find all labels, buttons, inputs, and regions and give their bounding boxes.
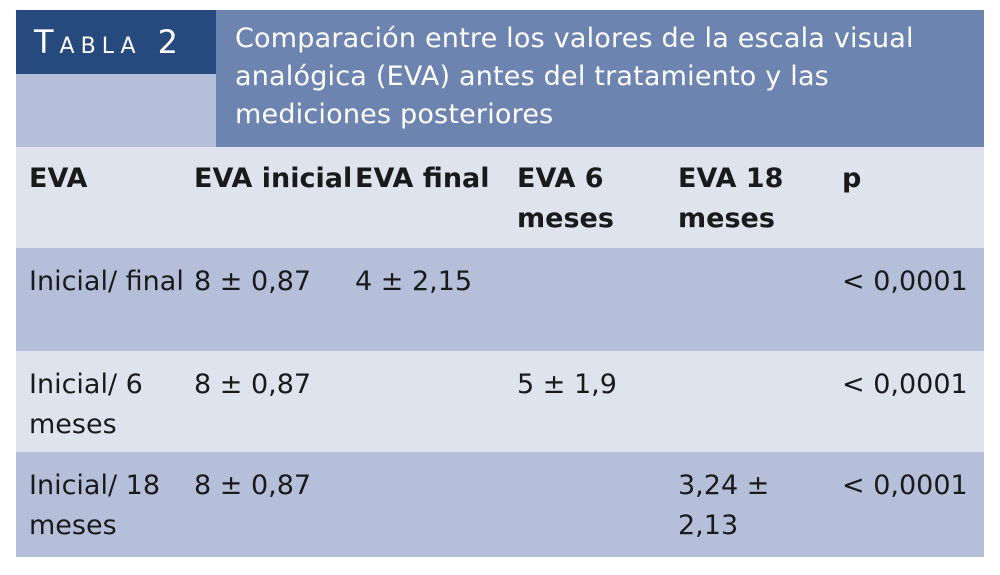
table-cell: 8 ± 0,87: [194, 470, 312, 501]
table-header-band: Tabla 2 Comparación entre los valores de…: [16, 10, 984, 147]
column-header: p: [842, 163, 862, 194]
table-caption: Comparación entre los valores de la esca…: [216, 10, 984, 147]
column-header: EVA inicial: [194, 163, 353, 194]
table-number-label: Tabla 2: [16, 10, 216, 74]
table-number-text: Tabla 2: [34, 23, 185, 61]
table-cell: 5 ± 1,9: [517, 369, 617, 400]
table-caption-text: Comparación entre los valores de la esca…: [235, 23, 914, 130]
table-row: Inicial/ 18 meses 8 ± 0,87 3,24 ± 2,13 <…: [16, 452, 984, 557]
table-cell: < 0,0001: [842, 470, 968, 501]
column-header: EVA 6 meses: [517, 163, 614, 234]
table-figure: Tabla 2 Comparación entre los valores de…: [16, 10, 984, 557]
table-cell: 8 ± 0,87: [194, 369, 312, 400]
table-cell: Inicial/ final: [29, 266, 184, 297]
column-header: EVA 18 meses: [678, 163, 784, 234]
table-cell: 3,24 ± 2,13: [678, 470, 770, 541]
table-row: Inicial/ 6 meses 8 ± 0,87 5 ± 1,9 < 0,00…: [16, 351, 984, 452]
table-cell: Inicial/ 18 meses: [29, 470, 161, 541]
table-cell: 8 ± 0,87: [194, 266, 312, 297]
column-header: EVA: [29, 163, 88, 194]
table-row: Inicial/ final 8 ± 0,87 4 ± 2,15 < 0,000…: [16, 248, 984, 351]
table-cell: 4 ± 2,15: [355, 266, 473, 297]
table-cell: < 0,0001: [842, 369, 968, 400]
table-cell: Inicial/ 6 meses: [29, 369, 143, 440]
table-header-row: EVA EVA inicial EVA final EVA 6 meses EV…: [16, 147, 984, 248]
column-header: EVA final: [355, 163, 490, 194]
table-cell: < 0,0001: [842, 266, 968, 297]
